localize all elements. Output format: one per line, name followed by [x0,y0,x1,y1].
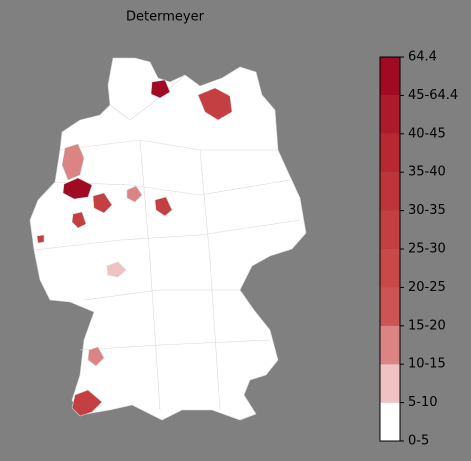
region [150,79,171,99]
colorbar-segment [380,133,400,173]
region [71,211,87,229]
colorbar-segment [380,325,400,365]
colorbar: 0-5 5-10 10-15 15-20 20-25 25-30 30-35 35-40 40-… [379,50,458,449]
region-border [33,74,301,411]
region [197,87,233,121]
region [62,177,93,200]
germany-map [29,57,307,421]
region [71,389,103,417]
colorbar-label: 35-40 [408,165,446,180]
colorbar-label: 40-45 [408,126,446,141]
colorbar-segment [380,57,400,96]
colorbar-label: 0-5 [408,434,429,449]
colorbar-segment [380,402,400,441]
map-title: Determeyer [126,10,205,25]
colorbar-label: 10-15 [408,357,446,372]
colorbar-label: 15-20 [408,318,446,333]
colorbar-label: 5-10 [408,395,438,410]
colorbar-label: 20-25 [408,280,446,295]
colorbar-segment [380,95,400,134]
region [61,143,85,181]
colorbar-segment [380,364,400,403]
colorbar-segment [380,287,400,326]
colorbar-label: 25-30 [408,242,446,257]
region [92,192,113,214]
colorbar-label: 45-64.4 [408,88,458,103]
region [126,185,143,203]
country-outline [29,57,307,421]
colorbar-label: 64.4 [408,50,437,65]
region [87,346,105,367]
region [36,234,45,244]
region [154,196,173,217]
colorbar-label: 30-35 [408,203,446,218]
colorbar-segment [380,249,400,288]
colorbar-segment [380,210,400,249]
colorbar-segment [380,172,400,211]
region [106,261,127,278]
